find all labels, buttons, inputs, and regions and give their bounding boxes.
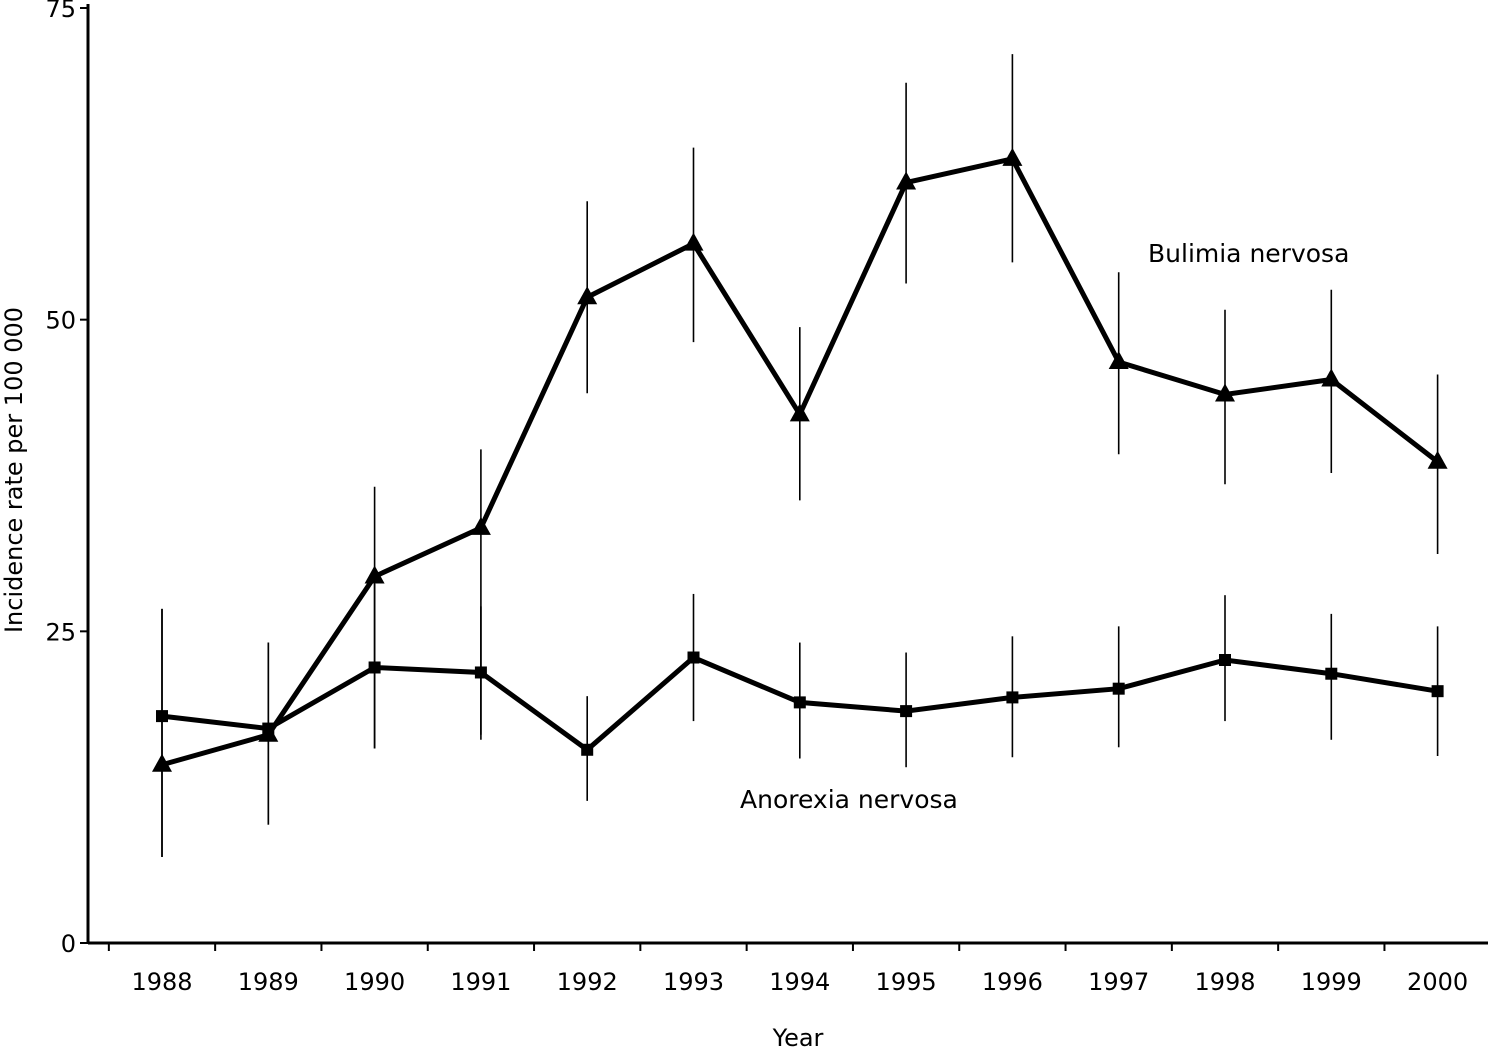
marker-triangle-bulimia bbox=[470, 516, 491, 535]
x-tick-label: 1994 bbox=[769, 968, 830, 996]
y-tick-label: 50 bbox=[45, 307, 76, 335]
y-tick-label: 75 bbox=[45, 0, 76, 23]
marker-square-anorexia bbox=[262, 722, 275, 735]
error-bars bbox=[161, 54, 1439, 857]
y-tick-label: 0 bbox=[61, 930, 76, 958]
marker-triangle-bulimia bbox=[577, 286, 598, 305]
x-tick-label: 1993 bbox=[663, 968, 724, 996]
x-tick-label: 1998 bbox=[1194, 968, 1255, 996]
series-label-anorexia-nervosa: Anorexia nervosa bbox=[740, 785, 958, 814]
marker-square-anorexia bbox=[581, 743, 594, 756]
marker-square-anorexia bbox=[368, 661, 381, 674]
marker-triangle-bulimia bbox=[1215, 383, 1235, 402]
marker-square-anorexia bbox=[1112, 682, 1125, 695]
marker-triangle-bulimia bbox=[683, 232, 704, 251]
marker-square-anorexia bbox=[474, 666, 487, 679]
marker-triangle-bulimia bbox=[364, 565, 385, 584]
marker-square-anorexia bbox=[1325, 667, 1338, 680]
y-tick-label: 25 bbox=[45, 618, 76, 646]
x-tick-label: 2000 bbox=[1407, 968, 1468, 996]
y-ticks: 0 25 50 75 bbox=[45, 0, 88, 958]
marker-triangle-bulimia bbox=[152, 753, 172, 772]
marker-triangle-bulimia bbox=[1002, 147, 1023, 166]
marker-triangle-bulimia bbox=[789, 403, 810, 422]
x-tick-label: 1990 bbox=[344, 968, 405, 996]
x-tick-label: 1989 bbox=[238, 968, 299, 996]
data-markers bbox=[152, 147, 1448, 772]
marker-square-anorexia bbox=[156, 710, 168, 723]
x-tick-label: 1988 bbox=[131, 968, 192, 996]
x-tick-label: 1999 bbox=[1301, 968, 1362, 996]
series-label-bulimia-nervosa: Bulimia nervosa bbox=[1148, 239, 1349, 268]
marker-square-anorexia bbox=[1006, 691, 1019, 704]
marker-square-anorexia bbox=[1219, 654, 1231, 667]
marker-triangle-bulimia bbox=[896, 171, 917, 190]
marker-square-anorexia bbox=[687, 651, 700, 664]
marker-square-anorexia bbox=[900, 705, 913, 718]
x-tick-label: 1997 bbox=[1088, 968, 1149, 996]
x-tick-label: 1995 bbox=[876, 968, 937, 996]
x-tick-label: 1996 bbox=[982, 968, 1043, 996]
y-axis-title: Incidence rate per 100 000 bbox=[0, 307, 28, 633]
marker-triangle-bulimia bbox=[1108, 351, 1129, 370]
marker-triangle-bulimia bbox=[1321, 368, 1342, 387]
x-ticks: 1988 1989 1990 1991 1992 1993 1994 1995 1996 1997… bbox=[107, 943, 1468, 996]
x-tick-label: 1992 bbox=[557, 968, 618, 996]
marker-square-anorexia bbox=[793, 696, 806, 709]
marker-square-anorexia bbox=[1431, 685, 1444, 698]
x-tick-label: 1991 bbox=[450, 968, 511, 996]
x-axis-title: Year bbox=[772, 1024, 824, 1051]
marker-triangle-bulimia bbox=[1427, 450, 1448, 469]
